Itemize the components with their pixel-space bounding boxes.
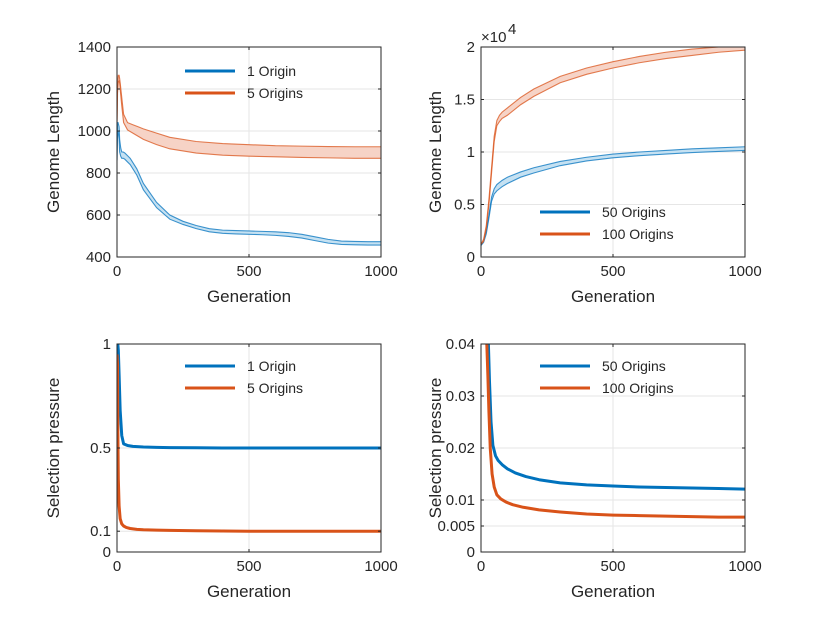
x-tick-label: 0 (113, 263, 121, 280)
panel-selection-pressure-small: 0 500 1000 0 0.1 0.5 1 Generation Selection pres… (44, 336, 398, 601)
legend-entry-label: 5 Origins (247, 85, 303, 101)
y-tick-label: 0.03 (446, 388, 475, 405)
legend-entry-label: 5 Origins (247, 380, 303, 396)
x-axis-label: Generation (571, 582, 655, 601)
series-group (485, 344, 745, 519)
panel-genome-length-large: 0 500 1000 0 0.5 1 1.5 2 Generation Genome Length… (426, 21, 762, 306)
legend-entry-label: 50 Origins (602, 204, 666, 220)
y-tick-label: 0.01 (446, 492, 475, 509)
panel-genome-length-small: 0 500 1000 400 600 800 1000 1200 1400 Generation G… (44, 39, 398, 306)
x-tick-label: 0 (477, 263, 485, 280)
y-tick-label: 0 (467, 249, 475, 266)
panel-selection-pressure-large: 0 500 1000 0 0.005 0.01 0.02 0.03 0.04 Generation… (426, 336, 762, 601)
y-tick-label: 0.005 (437, 518, 475, 535)
y-tick-label: 0.02 (446, 440, 475, 457)
y-axis-label: Genome Length (44, 91, 63, 213)
y-axis-label: Selection pressure (426, 378, 445, 519)
series-group (117, 344, 381, 533)
series-line-orange (485, 344, 745, 519)
y-exponent-power: 4 (508, 21, 516, 38)
series-lower-line-blue (481, 149, 745, 246)
x-tick-label: 500 (600, 263, 625, 280)
series-upper-line-blue (117, 122, 381, 243)
x-tick-label: 1000 (728, 558, 761, 575)
series-group (117, 74, 381, 246)
y-tick-label: 1000 (78, 123, 111, 140)
x-tick-label: 1000 (728, 263, 761, 280)
x-tick-label: 0 (477, 558, 485, 575)
x-tick-label: 1000 (364, 558, 397, 575)
x-tick-label: 500 (600, 558, 625, 575)
series-lower-line-orange (481, 49, 745, 245)
x-tick-label: 0 (113, 558, 121, 575)
series-line-blue (486, 344, 745, 491)
series-upper-line-orange (117, 74, 381, 148)
y-tick-label: 0.5 (90, 440, 111, 457)
legend-entry-label: 100 Origins (602, 380, 674, 396)
y-axis-label: Selection pressure (44, 378, 63, 519)
series-line-blue (117, 344, 381, 450)
y-tick-label: 0 (103, 544, 111, 561)
x-axis-label: Generation (207, 582, 291, 601)
x-axis-label: Generation (207, 287, 291, 306)
x-tick-label: 1000 (364, 263, 397, 280)
legend-entry-label: 1 Origin (247, 358, 296, 374)
y-tick-label: 800 (86, 165, 111, 182)
y-tick-label: 0.04 (446, 336, 475, 353)
series-lower-line-blue (117, 130, 381, 246)
x-tick-label: 500 (236, 558, 261, 575)
y-exponent-label: ×10 (481, 29, 506, 46)
x-axis-label: Generation (571, 287, 655, 306)
y-tick-label: 1 (103, 336, 111, 353)
series-group (481, 47, 745, 246)
legend-entry-label: 100 Origins (602, 226, 674, 242)
series-line-orange (117, 354, 381, 533)
y-tick-label: 1.5 (454, 92, 475, 109)
y-tick-label: 1 (467, 144, 475, 161)
y-tick-label: 400 (86, 249, 111, 266)
y-tick-label: 1200 (78, 81, 111, 98)
y-tick-label: 600 (86, 207, 111, 224)
y-tick-label: 0 (467, 544, 475, 561)
series-band-orange (117, 75, 381, 159)
y-tick-label: 2 (467, 39, 475, 56)
y-tick-label: 1400 (78, 39, 111, 56)
y-tick-label: 0.5 (454, 197, 475, 214)
y-tick-label: 0.1 (90, 523, 111, 540)
legend-entry-label: 1 Origin (247, 63, 296, 79)
legend-entry-label: 50 Origins (602, 358, 666, 374)
series-lower-line-orange (117, 80, 381, 159)
x-tick-label: 500 (236, 263, 261, 280)
y-axis-label: Genome Length (426, 91, 445, 213)
